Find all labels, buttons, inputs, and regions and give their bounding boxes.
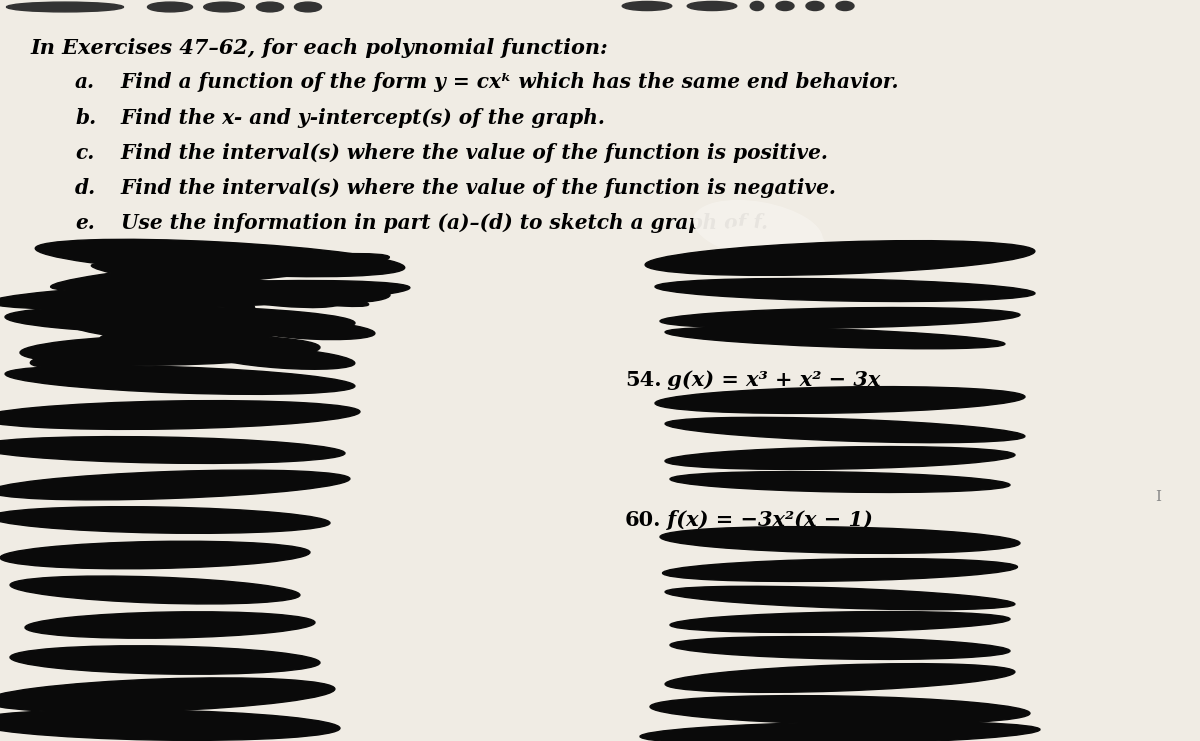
Text: Use the information in part (a)–(d) to sketch a graph of f.: Use the information in part (a)–(d) to s…: [107, 213, 768, 233]
Ellipse shape: [310, 288, 390, 302]
Text: Find the interval(s) where the value of the function is positive.: Find the interval(s) where the value of …: [107, 143, 828, 163]
Ellipse shape: [25, 612, 314, 638]
Ellipse shape: [640, 722, 1040, 741]
Ellipse shape: [750, 1, 763, 10]
Ellipse shape: [204, 2, 245, 12]
Ellipse shape: [5, 365, 355, 394]
Ellipse shape: [646, 241, 1034, 276]
Ellipse shape: [100, 322, 300, 345]
Ellipse shape: [148, 2, 192, 12]
Ellipse shape: [694, 201, 822, 259]
Ellipse shape: [0, 436, 344, 463]
Ellipse shape: [665, 664, 1015, 692]
Ellipse shape: [294, 2, 322, 12]
Ellipse shape: [91, 264, 368, 307]
Ellipse shape: [806, 1, 824, 10]
Text: c.: c.: [74, 143, 95, 163]
Ellipse shape: [205, 347, 355, 369]
Ellipse shape: [30, 342, 210, 368]
Text: d.: d.: [74, 178, 96, 198]
Ellipse shape: [670, 471, 1010, 493]
Ellipse shape: [655, 387, 1025, 413]
Ellipse shape: [20, 335, 320, 365]
Ellipse shape: [50, 253, 389, 290]
Ellipse shape: [721, 227, 779, 264]
Text: a.: a.: [74, 72, 95, 92]
Ellipse shape: [665, 586, 1015, 610]
Ellipse shape: [257, 2, 283, 12]
Ellipse shape: [6, 2, 124, 12]
Text: b.: b.: [74, 108, 96, 128]
Ellipse shape: [221, 288, 340, 308]
Text: g(x) = x³ + x² − 3x: g(x) = x³ + x² − 3x: [660, 370, 881, 390]
Ellipse shape: [226, 299, 256, 321]
Ellipse shape: [670, 611, 1010, 632]
Ellipse shape: [660, 527, 1020, 554]
Ellipse shape: [0, 507, 330, 534]
Ellipse shape: [650, 696, 1030, 725]
Ellipse shape: [836, 1, 854, 10]
Ellipse shape: [660, 308, 1020, 328]
Ellipse shape: [0, 541, 310, 569]
Ellipse shape: [736, 227, 824, 268]
Ellipse shape: [0, 281, 410, 310]
Text: Find the x- and y-intercept(s) of the graph.: Find the x- and y-intercept(s) of the gr…: [107, 108, 605, 128]
Ellipse shape: [662, 559, 1018, 582]
Text: I: I: [1154, 490, 1162, 504]
Text: 54.: 54.: [625, 370, 661, 390]
Ellipse shape: [665, 328, 1004, 349]
Ellipse shape: [623, 1, 672, 10]
Text: Find a function of the form y = cxᵏ which has the same end behavior.: Find a function of the form y = cxᵏ whic…: [107, 72, 899, 92]
Ellipse shape: [42, 287, 158, 323]
Ellipse shape: [665, 417, 1025, 442]
Text: e.: e.: [74, 213, 95, 233]
Ellipse shape: [0, 470, 350, 500]
Ellipse shape: [776, 1, 794, 10]
Ellipse shape: [0, 678, 335, 712]
Ellipse shape: [655, 279, 1034, 302]
Ellipse shape: [0, 401, 360, 429]
Ellipse shape: [665, 447, 1015, 469]
Ellipse shape: [5, 306, 355, 334]
Text: 60.: 60.: [625, 510, 661, 530]
Text: Find the interval(s) where the value of the function is negative.: Find the interval(s) where the value of …: [107, 178, 836, 198]
Ellipse shape: [688, 1, 737, 10]
Ellipse shape: [0, 710, 340, 740]
Ellipse shape: [50, 313, 149, 337]
Ellipse shape: [35, 239, 404, 276]
Ellipse shape: [10, 576, 300, 604]
Ellipse shape: [10, 645, 320, 674]
Ellipse shape: [670, 637, 1010, 659]
Text: In Exercises 47–62, for each polynomial function:: In Exercises 47–62, for each polynomial …: [30, 38, 607, 58]
Text: f(x) = −3x²(x − 1): f(x) = −3x²(x − 1): [660, 510, 872, 530]
Ellipse shape: [245, 320, 374, 339]
